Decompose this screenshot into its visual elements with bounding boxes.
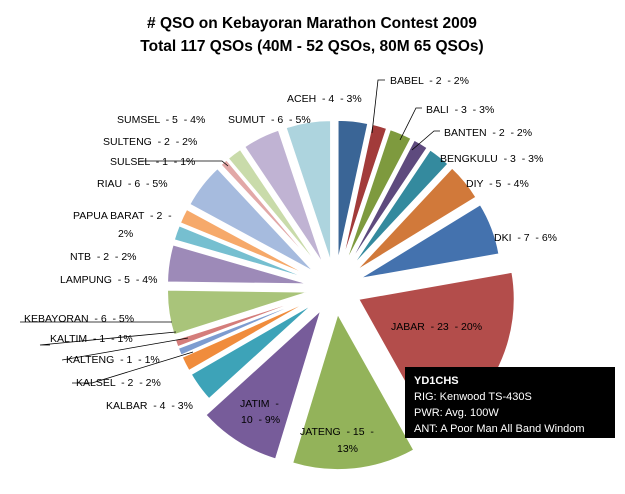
pie-slice-jatim (204, 307, 323, 461)
info-rig: RIG: Kenwood TS-430S (414, 391, 532, 403)
data-label-riau: RIAU - 6 - 5% (97, 178, 168, 190)
pie-slice-babel (341, 123, 388, 264)
pie-slice-bengkulu (350, 148, 450, 269)
slices (166, 119, 516, 471)
info-box-bg (405, 367, 615, 438)
pie-slice-riau (188, 167, 315, 273)
data-label-dki: DKI - 7 - 6% (494, 232, 557, 244)
pie-slice-aceh (337, 119, 369, 263)
chart-title: # QSO on Kebayoran Marathon Contest 2009 (147, 15, 477, 32)
data-label-kebayoran: KEBAYORAN - 6 - 5% (24, 313, 134, 325)
info-ant: ANT: A Poor Man All Band Windom (414, 423, 585, 435)
pie-slice-kalsel (180, 299, 313, 372)
data-label-jatim: JATIM - (240, 398, 279, 410)
data-label-kalbar: KALBAR - 4 - 3% (106, 400, 193, 412)
pie-slice-diy (354, 166, 478, 273)
pie-slice-kebayoran (166, 289, 310, 336)
pie-slice-kalbar (190, 302, 315, 400)
data-label-banten: BANTEN - 2 - 2% (444, 127, 532, 139)
data-label-bengkulu: BENGKULU - 3 - 3% (440, 153, 543, 165)
data-label-jateng: 13% (337, 443, 358, 455)
data-label-sumsel: SUMSEL - 5 - 4% (117, 114, 205, 126)
data-labels: ACEH - 4 - 3% BABEL - 2 - 2% BALI - 3 - 3%… (24, 75, 557, 455)
pie-slice-jateng (291, 311, 415, 471)
data-label-bali: BALI - 3 - 3% (426, 104, 494, 116)
data-label-kaltim: KALTIM - 1 - 1% (50, 333, 133, 345)
data-label-sulsel: SULSEL - 1 - 1% (110, 156, 195, 168)
pie-slice-banten (347, 138, 429, 267)
leader-lines (20, 79, 440, 384)
pie-slice-dki (358, 203, 501, 280)
data-label-papua-barat: PAPUA BARAT - 2 - (73, 210, 172, 222)
data-label-jabar: JABAR - 23 - 20% (391, 321, 482, 333)
pie-slice-sumsel (243, 129, 325, 266)
data-label-kalteng: KALTENG - 1 - 1% (66, 354, 160, 366)
data-label-jateng: JATENG - 15 - (300, 426, 374, 438)
pie-slice-sulteng (227, 148, 321, 268)
data-label-sulteng: SULTENG - 2 - 2% (103, 136, 197, 148)
data-label-jatim: 10 - 9% (241, 414, 280, 426)
pie-slice-sumut (284, 119, 332, 263)
data-label-lampung: LAMPUNG - 5 - 4% (60, 274, 157, 286)
pie-slice-papua-barat (179, 208, 312, 278)
data-label-kalsel: KALSEL - 2 - 2% (76, 377, 161, 389)
pie-slice-lampung (166, 243, 310, 285)
pie-slice-kaltim (174, 295, 311, 348)
pie-slice-ntb (173, 224, 311, 281)
info-pwr: PWR: Avg. 100W (414, 407, 499, 419)
data-label-babel: BABEL - 2 - 2% (390, 75, 469, 87)
data-label-papua-barat: 2% (118, 228, 133, 240)
pie-slice-bali (344, 128, 413, 265)
info-callsign: YD1CHS (414, 375, 459, 387)
data-label-diy: DIY - 5 - 4% (466, 178, 529, 190)
data-label-sumut: SUMUT - 6 - 5% (228, 114, 311, 126)
data-label-ntb: NTB - 2 - 2% (70, 251, 137, 263)
chart-subtitle: Total 117 QSOs (40M - 52 QSOs, 80M 65 QS… (140, 38, 483, 55)
info-box: YD1CHS RIG: Kenwood TS-430S PWR: Avg. 10… (405, 367, 615, 438)
data-label-aceh: ACEH - 4 - 3% (287, 93, 362, 105)
